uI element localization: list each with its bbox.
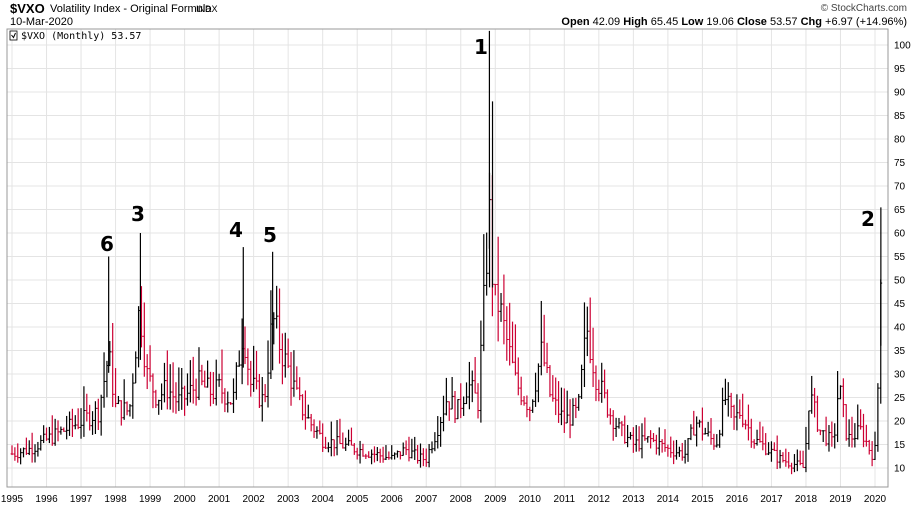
x-tick-label: 2008 — [450, 494, 473, 505]
x-tick-label: 1998 — [104, 494, 127, 505]
x-tick-label: 2011 — [554, 494, 576, 505]
x-tick-label: 1997 — [70, 494, 93, 505]
y-tick-label: 65 — [894, 205, 906, 216]
plot-frame — [6, 28, 889, 488]
x-tick-label: 2006 — [381, 494, 404, 505]
x-tick-label: 2005 — [346, 494, 369, 505]
close-label: Close — [736, 16, 767, 28]
legend-text: $VXO (Monthly) 53.57 — [21, 31, 141, 42]
y-tick-label: 75 — [894, 158, 906, 169]
x-tick-label: 2014 — [657, 494, 680, 505]
x-tick-label: 2010 — [519, 494, 542, 505]
price-bars — [10, 30, 883, 475]
x-axis: 1995 1996 1997 1998 1999 2000 2001 2002 2003 2004… — [1, 494, 887, 505]
x-tick-label: 1995 — [1, 494, 24, 505]
x-tick-label: 2009 — [484, 494, 507, 505]
high-value: 65.45 — [650, 16, 679, 28]
peak-annotation-2: 2 — [861, 207, 875, 231]
credit-label[interactable]: © StockCharts.com — [820, 3, 907, 14]
y-tick-label: 90 — [894, 88, 906, 99]
x-tick-label: 2002 — [243, 494, 266, 505]
peak-annotation-1: 1 — [474, 35, 488, 59]
y-tick-label: 20 — [894, 417, 906, 428]
x-tick-label: 2001 — [208, 494, 231, 505]
x-tick-label: 2016 — [726, 494, 749, 505]
ohlc-readout: Open 42.09 High 65.45 Low 19.06 Close 53… — [561, 16, 907, 28]
x-tick-label: 2017 — [760, 494, 783, 505]
x-tick-label: 2007 — [415, 494, 438, 505]
x-tick-label: 2020 — [864, 494, 887, 505]
low-label: Low — [681, 16, 704, 28]
open-label: Open — [561, 16, 590, 28]
x-tick-label: 2013 — [622, 494, 645, 505]
x-tick-label: 2003 — [277, 494, 300, 505]
open-value: 42.09 — [592, 16, 621, 28]
high-label: High — [623, 16, 648, 28]
x-tick-label: 2015 — [691, 494, 714, 505]
y-tick-label: 30 — [894, 370, 906, 381]
legend: $VXO (Monthly) 53.57 — [9, 30, 141, 42]
chg-label: Chg — [800, 16, 822, 28]
close-value: 53.57 — [770, 16, 798, 28]
y-tick-label: 50 — [894, 276, 906, 287]
y-tick-label: 45 — [894, 299, 906, 310]
date-label: 10-Mar-2020 — [10, 16, 73, 28]
x-tick-label: 2012 — [588, 494, 611, 505]
x-tick-label: 2004 — [312, 494, 335, 505]
x-tick-label: 2019 — [829, 494, 852, 505]
y-tick-label: 40 — [894, 323, 906, 334]
y-tick-label: 55 — [894, 252, 906, 263]
y-tick-label: 60 — [894, 229, 906, 240]
y-tick-label: 35 — [894, 346, 906, 357]
exchange-label: INDX — [196, 4, 218, 14]
x-tick-label: 2000 — [173, 494, 196, 505]
x-tick-label: 2018 — [795, 494, 818, 505]
peak-annotation-6: 6 — [100, 232, 114, 256]
peak-annotation-5: 5 — [263, 223, 277, 247]
annotations: 1 2 3 4 5 6 — [100, 35, 875, 256]
y-tick-label: 100 — [894, 41, 911, 52]
y-tick-label: 95 — [894, 64, 906, 75]
symbol-label: $VXO — [10, 1, 45, 16]
y-tick-label: 25 — [894, 393, 906, 404]
peak-annotation-4: 4 — [229, 218, 243, 242]
x-tick-label: 1996 — [35, 494, 58, 505]
peak-annotation-3: 3 — [131, 202, 145, 226]
grid-lines — [7, 29, 888, 487]
legend-swatch-icon — [9, 30, 18, 41]
y-tick-label: 15 — [894, 440, 906, 451]
x-tick-label: 1999 — [139, 494, 162, 505]
chart-header: $VXO Volatility Index - Original Formula… — [0, 0, 915, 30]
checkmark-icon — [11, 32, 16, 39]
instrument-name: Volatility Index - Original Formula — [50, 3, 212, 15]
y-tick-label: 80 — [894, 135, 906, 146]
y-tick-label: 10 — [894, 464, 906, 475]
y-tick-label: 70 — [894, 182, 906, 193]
y-axis: 10 15 20 25 30 35 40 45 50 55 60 65 70 75 80 85 90 95 100 — [894, 41, 911, 475]
low-value: 19.06 — [706, 16, 734, 28]
chg-value: +6.97 (+14.96%) — [825, 16, 907, 28]
y-tick-label: 85 — [894, 111, 906, 122]
